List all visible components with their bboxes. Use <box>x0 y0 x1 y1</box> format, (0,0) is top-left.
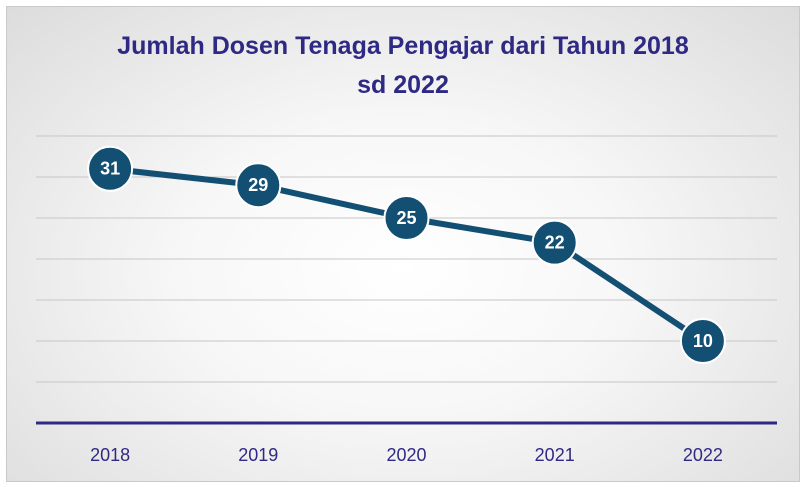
data-label: 22 <box>545 232 565 252</box>
chart-frame <box>6 6 800 482</box>
data-label: 25 <box>396 208 416 228</box>
x-tick-label: 2022 <box>683 445 723 465</box>
chart-title: Jumlah Dosen Tenaga Pengajar dari Tahun … <box>117 32 689 99</box>
line <box>109 165 705 344</box>
data-label: 29 <box>248 175 268 195</box>
marker <box>87 145 134 192</box>
x-tick-label: 2021 <box>535 445 575 465</box>
x-tick-label: 2018 <box>90 445 130 465</box>
marker <box>383 195 430 241</box>
marker <box>235 162 282 209</box>
x-tick-label: 2020 <box>386 445 426 465</box>
marker <box>531 219 578 266</box>
data-label: 10 <box>693 331 713 351</box>
x-tick-label: 2019 <box>238 445 278 465</box>
data-label: 31 <box>100 159 120 179</box>
marker <box>679 318 726 364</box>
